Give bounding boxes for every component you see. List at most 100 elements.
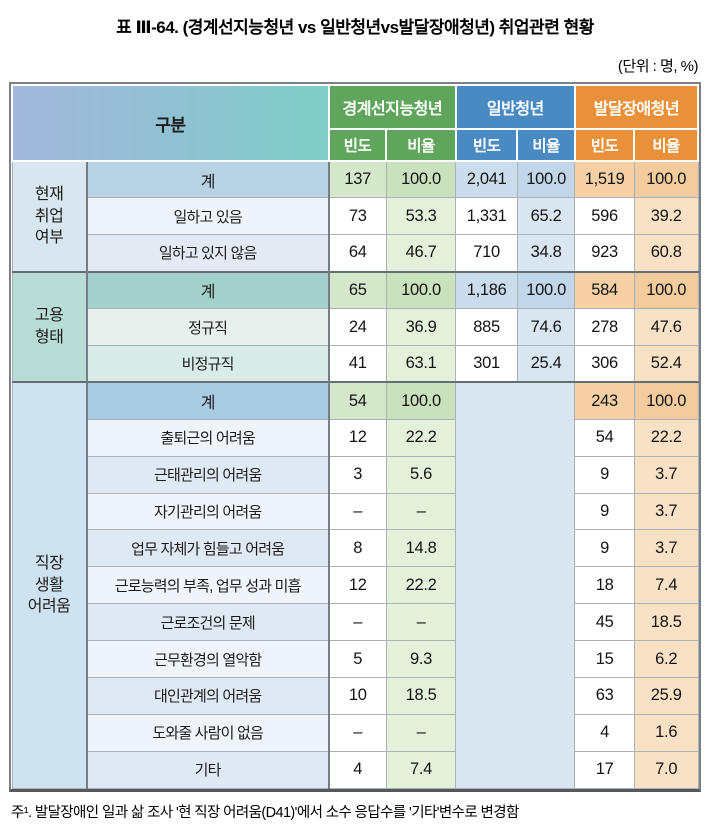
freq-cell: 73 (328, 197, 387, 236)
sub-header-freq-1: 빈도 (454, 128, 519, 162)
pct-cell: 100.0 (633, 160, 699, 199)
freq-cell: 2,041 (455, 160, 518, 199)
freq-cell: 15 (574, 640, 635, 678)
freq-cell: – (328, 713, 387, 752)
freq-cell: 923 (574, 234, 635, 273)
row-label-cell: 출퇴근의 어려움 (86, 418, 330, 457)
table-row: 기타 4 7.4 17 7.0 (12, 750, 699, 789)
table-row: 고용 형태 계 65 100.0 1,186 100.0 584 100.0 (11, 270, 699, 383)
pct-cell: 25.9 (633, 676, 699, 715)
freq-cell: – (328, 492, 387, 531)
row-label-cell: 자기관리의 어려움 (86, 492, 330, 531)
row-label-cell: 근로능력의 부족, 업무 성과 미흡 (86, 566, 330, 605)
pct-cell: 60.8 (633, 234, 699, 273)
table-row: 근로조건의 문제 – –45 18.5 (12, 603, 699, 642)
pct-cell: 74.6 (516, 308, 576, 346)
freq-cell: 3 (328, 455, 387, 494)
row-label-cell: 근태관리의 어려움 (86, 455, 330, 494)
freq-cell: 885 (455, 308, 518, 346)
pct-cell: 63.1 (385, 344, 457, 383)
pct-cell: – (385, 603, 457, 642)
pct-cell: 7.4 (385, 750, 457, 789)
corner-header-cell: 구분 (11, 84, 330, 162)
pct-cell: – (385, 713, 457, 752)
row-label-cell: 근무환경의 열악함 (86, 640, 330, 678)
freq-cell: 5 (328, 640, 387, 678)
freq-cell: 9 (574, 529, 635, 568)
freq-cell: 4 (574, 713, 635, 752)
group-header-2: 발달장애청년 (573, 84, 700, 130)
freq-cell: 12 (328, 418, 387, 457)
freq-cell: 63 (574, 676, 635, 715)
table-row: 업무 자체가 힘들고 어려움 8 14.8 9 3.7 (12, 529, 699, 568)
pct-cell: 22.2 (633, 418, 699, 457)
freq-cell: 64 (328, 234, 387, 273)
freq-cell: 65 (328, 270, 387, 310)
pct-cell: 5.6 (385, 455, 457, 494)
table-row: 도와줄 사람이 없음 – –4 1.6 (12, 713, 699, 752)
footnote: 주¹. 발달장애인 일과 삶 조사 '현 직장 어려움(D41)'에서 소수 응… (11, 804, 519, 821)
row-label-cell: 도와줄 사람이 없음 (86, 713, 330, 752)
pct-cell: 100.0 (633, 381, 699, 420)
table-row: 출퇴근의 어려움 12 22.2 54 22.2 (12, 418, 699, 457)
table-row: 일하고 있지 않음 64 46.7 710 34.8 923 60.8 (12, 234, 699, 273)
freq-cell: – (328, 603, 387, 642)
pct-cell: 52.4 (633, 344, 699, 383)
pct-cell: 22.2 (385, 566, 457, 605)
group-header-1: 일반청년 (454, 84, 576, 130)
table-row: 근태관리의 어려움 3 5.6 9 3.7 (12, 455, 699, 494)
freq-cell: 1,186 (455, 270, 518, 310)
freq-cell: 9 (574, 492, 635, 531)
row-group-cell: 현재 취업 여부 (11, 160, 88, 273)
row-label-cell: 근로조건의 문제 (86, 603, 330, 642)
freq-cell: 17 (574, 750, 635, 789)
table-row: 일하고 있음 73 53.3 1,331 65.2 596 39.2 (12, 197, 699, 236)
stats-table: 구분 경계선지능청년 일반청년 발달장애청년 빈도 비율 빈도 비율 빈도 비율 현재 취업 여부… (11, 84, 700, 789)
freq-cell: 1,331 (455, 197, 518, 236)
freq-cell: 4 (328, 750, 387, 789)
pct-cell: 22.2 (385, 418, 457, 457)
pct-cell: 9.3 (385, 640, 457, 678)
row-group-cell: 고용 형태 (11, 270, 88, 383)
freq-cell: 8 (328, 529, 387, 568)
table-row: 비정규직 41 63.1 301 25.4 306 52.4 (12, 344, 699, 383)
row-label-cell: 비정규직 (86, 344, 330, 383)
row-group-cell: 직장 생활 어려움 (11, 381, 88, 789)
table-body: 현재 취업 여부 계 137 100.0 2,041 100.0 1,519 100.0 일하고… (11, 160, 699, 789)
pct-cell: 3.7 (633, 492, 699, 531)
table-row: 자기관리의 어려움 – –9 3.7 (12, 492, 699, 531)
row-label-cell: 기타 (86, 750, 330, 789)
unit-label: (단위 : 명, %) (617, 58, 699, 75)
pct-cell: 1.6 (633, 713, 699, 752)
table-row: 근로능력의 부족, 업무 성과 미흡 12 22.2 18 7.4 (12, 566, 699, 605)
table-row: 직장 생활 어려움 계 54 100.0 243 100.0 (11, 381, 699, 789)
freq-cell: 301 (455, 344, 518, 383)
freq-cell: 54 (328, 381, 387, 420)
pct-cell: 65.2 (516, 197, 576, 236)
pct-cell: 100.0 (385, 160, 457, 199)
freq-cell: 41 (328, 344, 387, 383)
group-header-0: 경계선지능청년 (327, 84, 457, 130)
row-label-cell: 일하고 있지 않음 (86, 234, 330, 273)
pct-cell: 7.0 (633, 750, 699, 789)
pct-cell: 100.0 (516, 160, 576, 199)
sub-header-pct-2: 비율 (633, 128, 699, 162)
pct-cell: 18.5 (385, 676, 457, 715)
freq-cell: 278 (574, 308, 635, 346)
table-title: 표 Ⅲ-64. (경계선지능청년 vs 일반청년vs발달장애청년) 취업관련 현… (116, 18, 594, 37)
pct-cell: 25.4 (516, 344, 576, 383)
sub-header-freq-2: 빈도 (573, 128, 636, 162)
table-row: 근무환경의 열악함 5 9.3 15 6.2 (12, 640, 699, 678)
pct-cell: 100.0 (633, 270, 699, 310)
freq-cell: 54 (574, 418, 635, 457)
row-label-cell: 대인관계의 어려움 (86, 676, 330, 715)
pct-cell: 6.2 (633, 640, 699, 678)
pct-cell: 100.0 (516, 270, 576, 310)
pct-cell: 3.7 (633, 455, 699, 494)
table-border: 구분 경계선지능청년 일반청년 발달장애청년 빈도 비율 빈도 비율 빈도 비율 현재 취업 여부… (9, 82, 701, 792)
freq-cell: 243 (574, 381, 635, 420)
pct-cell: 3.7 (633, 529, 699, 568)
pct-cell: 14.8 (385, 529, 457, 568)
freq-cell: 18 (574, 566, 635, 605)
freq-cell: 9 (574, 455, 635, 494)
